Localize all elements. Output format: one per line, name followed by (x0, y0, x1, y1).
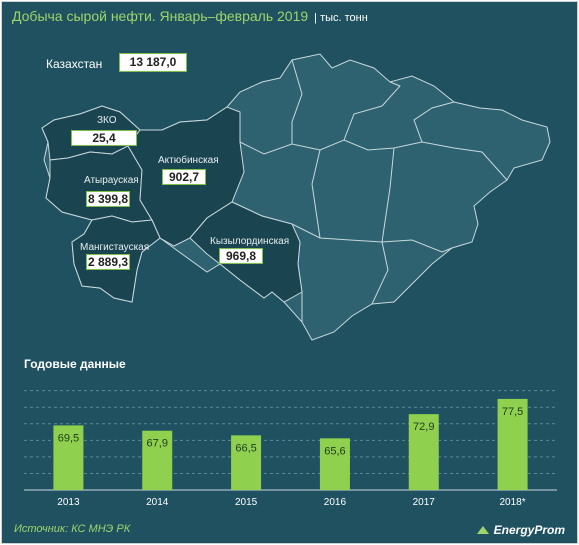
region-value-atyrau: 8 399,8 (86, 191, 130, 207)
region-value-mangistau: 2 889,3 (86, 254, 130, 270)
region-value-kyzylorda: 969,8 (219, 248, 263, 264)
chart-x-tick-label: 2017 (413, 497, 436, 508)
chart-x-tick-label: 2014 (146, 497, 169, 508)
region-label-aktobe: Актюбинская (158, 155, 219, 166)
region-label-zko: ЗКО (97, 115, 117, 126)
chart-bar-2015 (231, 435, 262, 490)
energyprom-logo: EnergyProm (476, 523, 565, 537)
chart-bar-2017 (408, 414, 439, 490)
chart-x-tick-label: 2016 (324, 497, 347, 508)
chart-x-tick-label: 2018* (500, 497, 526, 508)
region-label-atyrau: Атырауская (84, 175, 139, 186)
region-label-kyzylorda: Кызылординская (210, 236, 290, 247)
unit-label: | тыс. тонн (314, 12, 368, 24)
source-note: Источник: КС МНЭ РК (14, 523, 131, 535)
logo-mark-icon (476, 526, 489, 534)
region-label-mangistau: Мангистауская (80, 242, 150, 253)
chart-title: Годовые данные (24, 357, 126, 371)
header: Добыча сырой нефти. Январь–февраль 2019 … (12, 8, 368, 24)
chart-x-tick-label: 2013 (57, 497, 80, 508)
chart-data-label: 65,6 (324, 445, 345, 457)
country-value: 13 187,0 (119, 53, 187, 72)
chart-x-tick-label: 2015 (235, 497, 258, 508)
chart-bar-2018 (497, 398, 528, 490)
chart-bar-2014 (142, 430, 173, 490)
chart-data-label: 67,9 (147, 438, 168, 450)
region-value-aktobe: 902,7 (162, 169, 206, 185)
chart-bar-2016 (319, 438, 350, 490)
chart-bar-2013 (53, 425, 84, 490)
chart-data-label: 77,5 (502, 406, 523, 418)
chart-data-label: 66,5 (235, 442, 256, 454)
chart-data-label: 72,9 (413, 421, 434, 433)
page-title: Добыча сырой нефти. Январь–февраль 2019 (12, 8, 309, 24)
chart-data-label: 69,5 (58, 432, 79, 444)
country-label: Казахстан (46, 57, 103, 71)
logo-text: EnergyProm (493, 523, 565, 537)
region-value-zko: 25,4 (71, 130, 137, 146)
